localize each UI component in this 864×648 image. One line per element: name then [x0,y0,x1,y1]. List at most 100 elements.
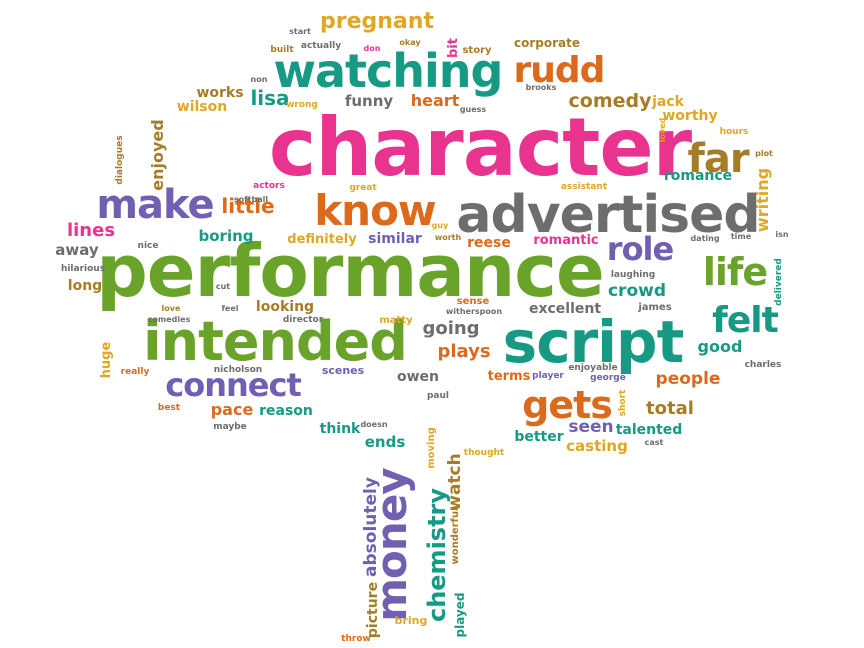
word-lines: lines [67,220,115,241]
word-bit: bit [446,38,461,58]
word-similar: similar [368,231,422,247]
word-corporate: corporate [514,36,580,50]
word-moving: moving [426,427,437,469]
word-role: role [607,230,674,268]
word-jack: jack [651,94,685,110]
word-feel: feel [221,304,238,313]
word-reason: reason [259,403,313,419]
word-gets: gets [522,383,612,427]
word-watching: watching [274,44,503,98]
word-total: total [646,398,694,419]
word-ends: ends [365,433,406,451]
word-felt: felt [712,300,778,341]
word-softball: softball [234,195,268,204]
word-crowd: crowd [608,281,666,301]
word-nice: nice [138,241,159,251]
word-worth: worth [435,233,462,242]
word-reese: reese [467,235,511,251]
word-bring: bring [395,614,428,627]
word-long: long [68,278,102,294]
word-huge: huge [99,342,114,379]
word-throw: throw [341,634,371,644]
word-assistant: assistant [561,182,608,192]
word-enjoyable: enjoyable [568,363,617,373]
word-script: script [503,308,684,376]
word-comedies: comedies [148,315,191,324]
word-money: money [367,468,416,622]
word-played: played [453,593,467,638]
word-excellent: excellent [529,301,601,317]
word-guess: guess [460,105,487,114]
word-really: really [121,367,150,377]
word-boring: boring [199,227,254,245]
word-thought: thought [464,448,505,458]
word-great: great [349,183,377,193]
word-story: story [462,45,492,56]
word-little: little [221,194,274,218]
word-going: going [422,318,479,339]
word-owen: owen [397,369,439,385]
word-guy: guy [432,221,449,230]
word-paul: paul [427,391,449,401]
word-start: start [289,27,311,36]
word-matty: matty [379,315,413,326]
word-laughing: laughing [611,270,655,280]
word-plays: plays [437,341,490,362]
word-connect: connect [165,366,301,404]
word-terms: terms [488,369,531,384]
word-delivered: delivered [774,258,784,306]
word-writing: writing [753,168,772,232]
word-actors: actors [253,181,285,191]
word-scenes: scenes [322,364,365,377]
word-cut: cut [216,282,230,291]
word-think: think [320,421,361,437]
word-non: non [251,75,268,84]
word-nicholson: nicholson [214,365,262,375]
word-works: works [196,85,243,101]
word-brooks: brooks [526,83,557,92]
word-best: best [158,403,181,413]
word-maybe: maybe [213,422,247,432]
word-know: know [314,186,436,235]
word-life: life [703,250,767,294]
word-dating: dating [690,234,719,243]
word-romance: romance [664,168,732,184]
word-built: built [270,45,294,55]
word-seen: seen [568,417,613,437]
word-isn: isn [775,230,789,239]
word-wrong: wrong [286,100,318,110]
word-good: good [698,337,743,356]
word-people: people [656,369,721,389]
word-don: don [364,44,381,53]
word-hilarious: hilarious [61,264,105,274]
word-okay: okay [399,38,421,47]
word-plot: plot [755,149,773,158]
word-actually: actually [301,41,341,51]
word-intended: intended [143,310,407,373]
word-cast: cast [645,438,664,447]
word-away: away [55,241,99,259]
word-time: time [731,232,752,241]
word-wilson: wilson [177,99,227,115]
word-pace: pace [211,400,254,419]
word-looking: looking [256,299,314,315]
word-comedy: comedy [569,90,653,112]
word-far: far [687,136,749,182]
word-funny: funny [345,92,394,110]
word-lisa: lisa [250,86,289,110]
word-talented: talented [616,422,683,438]
word-player: player [532,371,564,381]
word-charles: charles [745,360,782,370]
word-sense: sense [457,296,490,307]
word-george: george [590,373,626,383]
word-make: make [96,182,213,228]
word-definitely: definitely [287,232,357,247]
word-doesn: doesn [360,420,387,429]
word-advertised: advertised [456,185,759,245]
word-enjoyed: enjoyed [148,119,167,190]
word-worthy: worthy [662,108,717,124]
word-pregnant: pregnant [320,9,434,34]
word-casting: casting [566,437,628,455]
word-watch: watch [445,453,465,510]
